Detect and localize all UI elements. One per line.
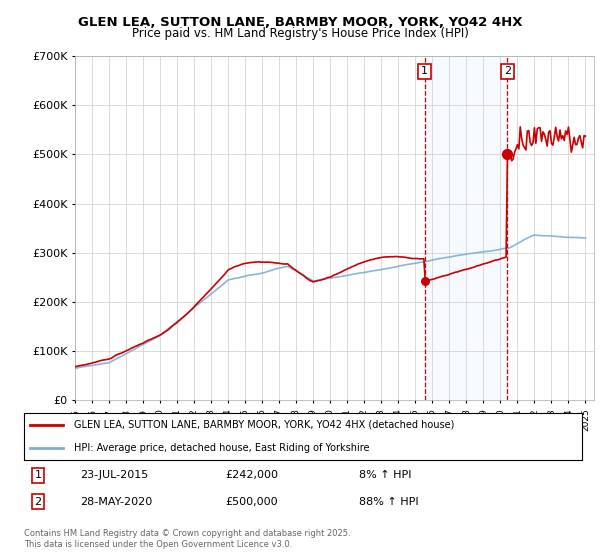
Text: Contains HM Land Registry data © Crown copyright and database right 2025.
This d: Contains HM Land Registry data © Crown c… bbox=[24, 529, 350, 549]
Text: 2: 2 bbox=[504, 67, 511, 77]
Text: 28-MAY-2020: 28-MAY-2020 bbox=[80, 497, 152, 507]
Text: 2: 2 bbox=[34, 497, 41, 507]
Text: GLEN LEA, SUTTON LANE, BARMBY MOOR, YORK, YO42 4HX: GLEN LEA, SUTTON LANE, BARMBY MOOR, YORK… bbox=[78, 16, 522, 29]
Text: 1: 1 bbox=[421, 67, 428, 77]
Point bbox=[420, 277, 430, 286]
Text: £500,000: £500,000 bbox=[225, 497, 278, 507]
Text: 88% ↑ HPI: 88% ↑ HPI bbox=[359, 497, 418, 507]
Text: £242,000: £242,000 bbox=[225, 470, 278, 480]
Text: 1: 1 bbox=[34, 470, 41, 480]
Text: Price paid vs. HM Land Registry's House Price Index (HPI): Price paid vs. HM Land Registry's House … bbox=[131, 27, 469, 40]
Text: GLEN LEA, SUTTON LANE, BARMBY MOOR, YORK, YO42 4HX (detached house): GLEN LEA, SUTTON LANE, BARMBY MOOR, YORK… bbox=[74, 419, 455, 430]
Text: HPI: Average price, detached house, East Riding of Yorkshire: HPI: Average price, detached house, East… bbox=[74, 444, 370, 454]
Point bbox=[503, 150, 512, 159]
Text: 23-JUL-2015: 23-JUL-2015 bbox=[80, 470, 148, 480]
Text: 8% ↑ HPI: 8% ↑ HPI bbox=[359, 470, 412, 480]
Bar bbox=[425, 56, 508, 400]
